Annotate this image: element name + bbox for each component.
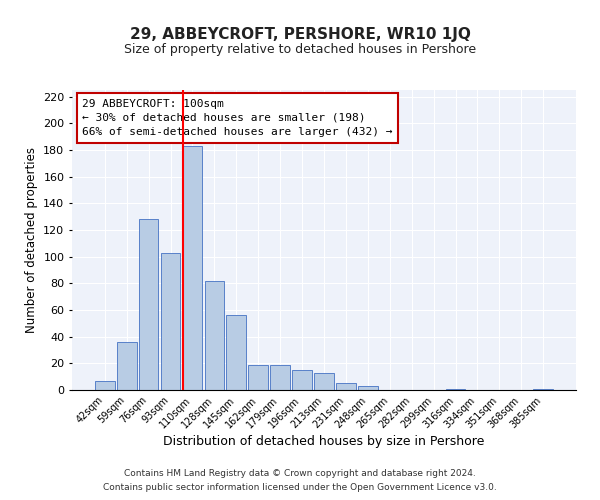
Text: Size of property relative to detached houses in Pershore: Size of property relative to detached ho… (124, 42, 476, 56)
Bar (446, 388, 466, 390)
Text: 29, ABBEYCROFT, PERSHORE, WR10 1JQ: 29, ABBEYCROFT, PERSHORE, WR10 1JQ (130, 28, 470, 42)
Text: Contains HM Land Registry data © Crown copyright and database right 2024.: Contains HM Land Registry data © Crown c… (124, 468, 476, 477)
Bar (139, 220, 158, 390)
Bar (270, 364, 290, 390)
Text: Contains public sector information licensed under the Open Government Licence v3: Contains public sector information licen… (103, 484, 497, 492)
Bar (336, 384, 356, 390)
Bar (358, 386, 378, 390)
Bar (117, 342, 137, 390)
Bar (95, 380, 115, 390)
Bar (161, 252, 181, 390)
Bar (314, 372, 334, 390)
Bar (533, 388, 553, 390)
Bar (248, 364, 268, 390)
Bar (205, 280, 224, 390)
Bar (182, 146, 202, 390)
Text: 29 ABBEYCROFT: 100sqm
← 30% of detached houses are smaller (198)
66% of semi-det: 29 ABBEYCROFT: 100sqm ← 30% of detached … (82, 99, 392, 137)
X-axis label: Distribution of detached houses by size in Pershore: Distribution of detached houses by size … (163, 436, 485, 448)
Y-axis label: Number of detached properties: Number of detached properties (25, 147, 38, 333)
Bar (226, 316, 246, 390)
Bar (292, 370, 312, 390)
